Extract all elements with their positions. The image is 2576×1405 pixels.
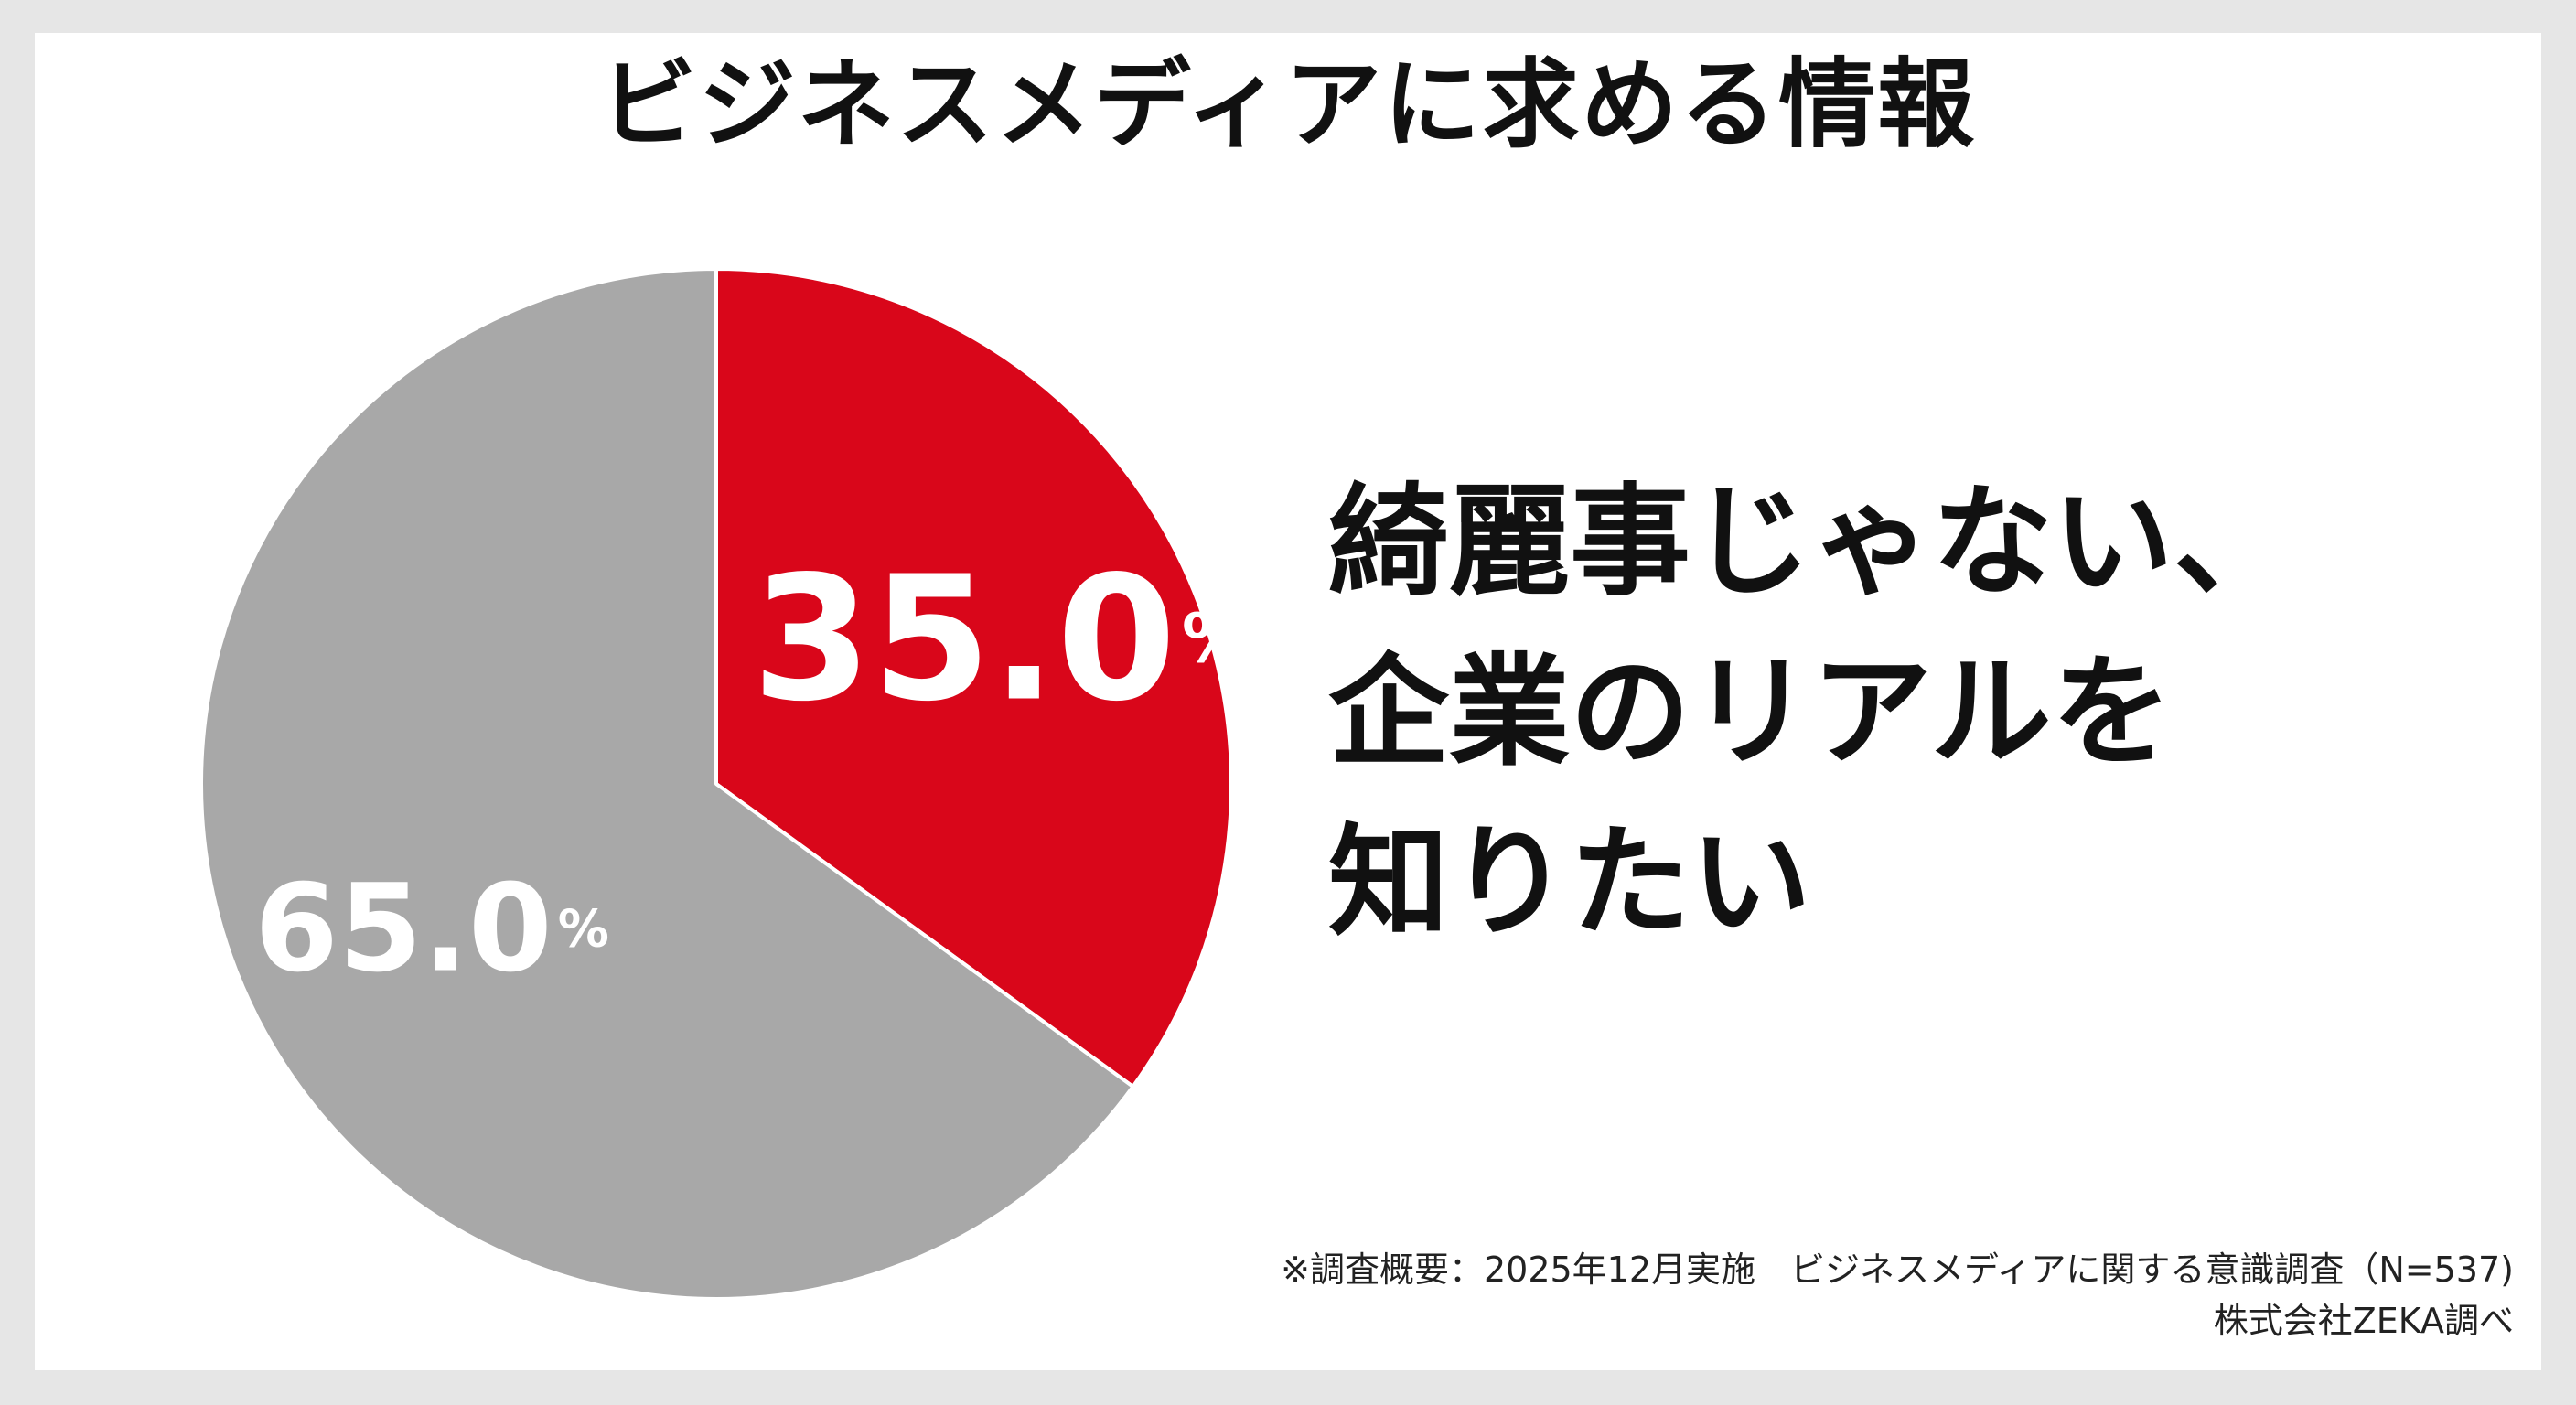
pie-labels: 35.0% 65.0% (254, 539, 1250, 999)
survey-credit: 株式会社ZEKA調べ (2213, 1301, 2514, 1341)
pie-label-1: 35.0% (752, 539, 1250, 739)
survey-note: ※調査概要：2025年12月実施 ビジネスメディアに関する意識調査（N=537) (1281, 1249, 2514, 1290)
headline-line-3: 知りたい (1328, 812, 1811, 953)
footnote: ※調査概要：2025年12月実施 ビジネスメディアに関する意識調査（N=537)… (1281, 1244, 2514, 1346)
pie-slice-2 (199, 267, 1135, 1301)
headline-line-1: 綺麗事じゃない、 (1328, 472, 2294, 613)
chart-title: ビジネスメディアに求める情報 (599, 48, 1977, 161)
pie-slices (199, 267, 1234, 1301)
headline: 綺麗事じゃない、 企業のリアルを 知りたい (1328, 457, 2517, 968)
headline-line-2: 企業のリアルを (1328, 642, 2173, 783)
pie-slice-1 (714, 267, 1234, 1089)
pie-label-2: 65.0% (254, 858, 609, 999)
